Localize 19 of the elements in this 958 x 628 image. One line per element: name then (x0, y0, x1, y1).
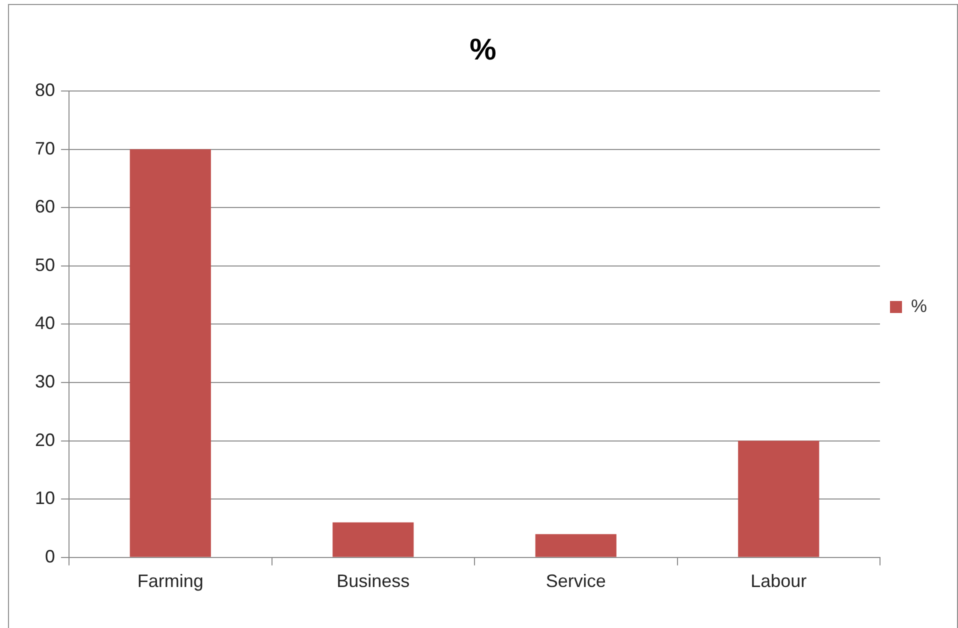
y-tick-label: 0 (45, 546, 56, 566)
bar (738, 440, 820, 557)
bar (535, 534, 616, 557)
x-tick-label: Business (336, 571, 410, 592)
bar (130, 149, 211, 557)
y-tick-label: 20 (34, 430, 56, 450)
y-tick-label: 50 (34, 254, 56, 275)
x-tick-label: Farming (137, 571, 204, 592)
y-tick-label: 10 (34, 488, 56, 508)
y-tick-label: 30 (34, 371, 56, 392)
y-tick-label: 60 (34, 196, 56, 217)
y-tick-label: 40 (34, 313, 56, 334)
y-tick-label: 80 (34, 80, 56, 100)
x-tick-label: Labour (750, 571, 807, 592)
chart-title: % (470, 33, 496, 66)
legend-label: % (910, 296, 928, 316)
bar (332, 522, 414, 557)
y-tick-label: 70 (34, 138, 56, 158)
x-tick-label: Service (546, 571, 606, 592)
